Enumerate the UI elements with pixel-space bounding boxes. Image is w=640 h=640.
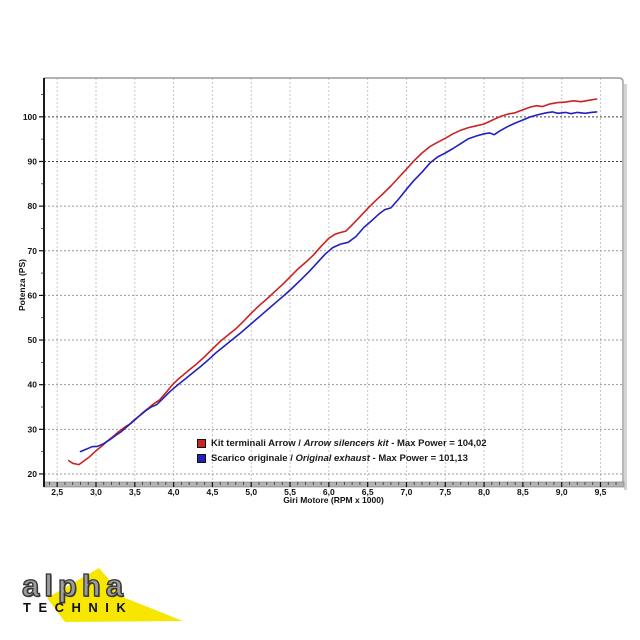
svg-text:30: 30 xyxy=(28,424,38,434)
svg-text:3,0: 3,0 xyxy=(90,487,102,497)
original-exhaust-curve xyxy=(79,111,598,453)
svg-text:80: 80 xyxy=(28,201,38,211)
logo-flash-polygon xyxy=(47,568,183,622)
chart-canvas: 2,5 3,0 3,5 4,0 4,5 5,0 5,5 6,0 6,5 7,0 7,5 8,0 8,5 9… xyxy=(23,77,627,497)
logo-flash-icon xyxy=(47,568,183,622)
svg-text:6,5: 6,5 xyxy=(362,487,374,497)
svg-text:60: 60 xyxy=(28,290,38,300)
svg-text:20: 20 xyxy=(28,469,38,479)
logo-wordmark-technik: TECHNIK xyxy=(23,600,134,615)
svg-text:4,0: 4,0 xyxy=(168,487,180,497)
blue-series-swatch-icon xyxy=(197,454,206,463)
dyno-chart: 2,5 3,0 3,5 4,0 4,5 5,0 5,5 6,0 6,5 7,0 7,5 8,0 8,5 9… xyxy=(17,77,627,505)
svg-text:8,0: 8,0 xyxy=(478,487,490,497)
svg-text:7,0: 7,0 xyxy=(401,487,413,497)
svg-text:90: 90 xyxy=(28,156,38,166)
logo-wordmark-alpha: alpha xyxy=(21,568,128,603)
svg-text:40: 40 xyxy=(28,380,38,390)
svg-text:6,0: 6,0 xyxy=(323,487,335,497)
chart-legend: Kit terminali Arrow / Arrow silencers ki… xyxy=(197,438,487,468)
alpha-technik-logo: alpha TECHNIK xyxy=(20,556,192,632)
svg-text:5,5: 5,5 xyxy=(284,487,296,497)
svg-text:7,5: 7,5 xyxy=(439,487,451,497)
svg-text:8,5: 8,5 xyxy=(517,487,529,497)
red-series-swatch-icon xyxy=(197,439,206,448)
svg-text:100: 100 xyxy=(23,112,37,122)
svg-text:70: 70 xyxy=(28,246,38,256)
y-axis-title: Potenza (PS) xyxy=(17,259,27,311)
svg-text:5,0: 5,0 xyxy=(245,487,257,497)
legend-row-original-exhaust: Scarico originale / Original exhaust - M… xyxy=(197,453,487,464)
legend-label: Scarico originale / Original exhaust - M… xyxy=(211,453,468,464)
legend-row-arrow-kit: Kit terminali Arrow / Arrow silencers ki… xyxy=(197,438,487,449)
svg-text:9,5: 9,5 xyxy=(595,487,607,497)
x-axis-title: Giri Motore (RPM x 1000) xyxy=(283,495,384,505)
svg-text:3,5: 3,5 xyxy=(129,487,141,497)
svg-text:2,5: 2,5 xyxy=(51,487,63,497)
legend-label: Kit terminali Arrow / Arrow silencers ki… xyxy=(211,438,487,449)
svg-text:4,5: 4,5 xyxy=(207,487,219,497)
svg-text:50: 50 xyxy=(28,335,38,345)
svg-text:9,0: 9,0 xyxy=(556,487,568,497)
